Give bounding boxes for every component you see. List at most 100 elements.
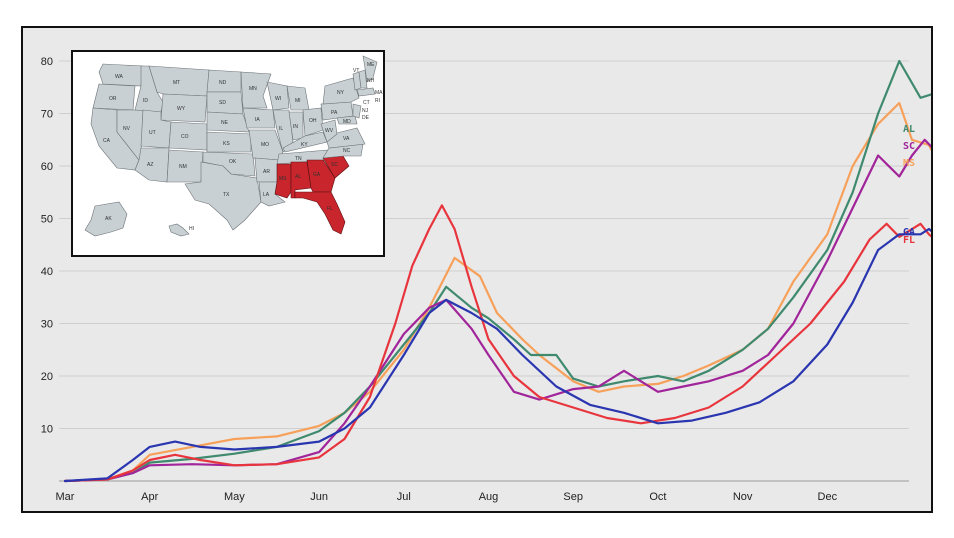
map-label-pa: PA bbox=[331, 110, 338, 116]
map-state-ma bbox=[356, 87, 376, 97]
map-state-ak bbox=[84, 201, 128, 237]
map-label-ms: MS bbox=[279, 176, 287, 182]
map-label-vt: VT bbox=[353, 68, 359, 74]
map-label-ne: NE bbox=[221, 120, 229, 126]
y-tick-label: 60 bbox=[41, 161, 53, 173]
map-label-la: LA bbox=[263, 192, 270, 198]
chart-frame: 10 20 30 40 50 60 70 80 Mar Apr May Jun Jul Aug Sep Oc… bbox=[21, 26, 933, 513]
x-tick-label: May bbox=[224, 491, 245, 503]
map-label-nv: NV bbox=[123, 126, 131, 132]
y-tick-label: 20 bbox=[41, 371, 53, 383]
map-state-wv bbox=[320, 119, 338, 143]
x-tick-label: Mar bbox=[56, 491, 75, 503]
map-label-in: IN bbox=[293, 124, 298, 130]
map-label-nd: ND bbox=[219, 80, 227, 86]
map-label-or: OR bbox=[109, 96, 117, 102]
map-state-hi bbox=[168, 223, 190, 237]
map-label-ok: OK bbox=[229, 159, 237, 165]
map-label-az: AZ bbox=[147, 162, 153, 168]
map-label-oh: OH bbox=[309, 118, 317, 124]
series-lines bbox=[63, 59, 931, 483]
x-tick-label: Jul bbox=[397, 491, 411, 503]
map-state-me bbox=[362, 55, 378, 83]
map-label-wv: WV bbox=[325, 128, 334, 134]
series-line-fl bbox=[63, 204, 931, 483]
map-label-mi: MI bbox=[295, 98, 301, 104]
x-tick-label: Aug bbox=[479, 491, 499, 503]
map-label-ks: KS bbox=[223, 141, 230, 147]
map-state-fl bbox=[294, 191, 346, 235]
map-state-ia bbox=[242, 107, 276, 129]
x-tick-label: Apr bbox=[141, 491, 158, 503]
x-tick-label: Nov bbox=[733, 491, 753, 503]
map-label-nc: NC bbox=[343, 148, 351, 154]
map-state-ny bbox=[322, 77, 360, 105]
map-label-mt: MT bbox=[173, 80, 180, 86]
y-tick-label: 10 bbox=[41, 424, 53, 436]
map-state-ne bbox=[206, 111, 250, 133]
series-line-al bbox=[63, 59, 931, 483]
map-label-sc: SC bbox=[331, 162, 338, 168]
map-label-ri: RI bbox=[375, 98, 380, 104]
map-label-co: CO bbox=[181, 134, 189, 140]
x-tick-label: Dec bbox=[818, 491, 838, 503]
map-label-mn: MN bbox=[249, 86, 257, 92]
map-state-wy bbox=[160, 93, 208, 123]
map-state-wi bbox=[266, 81, 290, 111]
map-label-ut: UT bbox=[149, 130, 156, 136]
map-label-ny: NY bbox=[337, 90, 345, 96]
x-tick-label: Jun bbox=[310, 491, 328, 503]
map-label-ga: GA bbox=[313, 172, 321, 178]
map-state-ky bbox=[282, 131, 328, 153]
map-label-me: ME bbox=[367, 62, 375, 68]
map-label-id: ID bbox=[143, 98, 148, 104]
y-tick-label: 80 bbox=[41, 56, 53, 68]
x-tick-label: Sep bbox=[563, 491, 583, 503]
us-map-inset: WA OR CA NV ID MT WY UT AZ CO NM ND SD N… bbox=[71, 50, 385, 257]
map-label-al: AL bbox=[295, 174, 301, 180]
map-label-il: IL bbox=[279, 126, 283, 132]
map-label-sd: SD bbox=[219, 100, 226, 106]
x-tick-label: Oct bbox=[649, 491, 666, 503]
map-label-fl: FL bbox=[327, 206, 333, 212]
map-label-ma: MA bbox=[375, 90, 383, 96]
map-state-md bbox=[336, 115, 358, 125]
y-tick-label: 30 bbox=[41, 319, 53, 331]
x-axis: Mar Apr May Jun Jul Aug Sep Oct Nov Dec bbox=[56, 491, 838, 503]
map-label-wy: WY bbox=[177, 106, 186, 112]
y-axis: 10 20 30 40 50 60 70 80 bbox=[41, 56, 53, 436]
map-label-nj: NJ bbox=[362, 108, 369, 114]
map-label-nm: NM bbox=[179, 164, 187, 170]
map-state-tx bbox=[184, 161, 262, 231]
map-label-tn: TN bbox=[295, 156, 302, 162]
map-label-ct: CT bbox=[363, 100, 370, 106]
y-tick-label: 50 bbox=[41, 214, 53, 226]
map-label-ia: IA bbox=[255, 117, 260, 123]
series-label-ga: GA bbox=[903, 227, 915, 238]
map-label-de: DE bbox=[362, 115, 370, 121]
map-state-nj bbox=[352, 103, 362, 119]
series-label-al: AL bbox=[903, 124, 915, 135]
series-label-fl: FL bbox=[903, 235, 915, 246]
map-state-nh bbox=[358, 69, 368, 89]
map-state-mn bbox=[240, 71, 272, 109]
map-state-labels: WA OR CA NV ID MT WY UT AZ CO NM ND SD N… bbox=[103, 62, 383, 232]
series-line-ga bbox=[63, 227, 931, 483]
us-map: WA OR CA NV ID MT WY UT AZ CO NM ND SD N… bbox=[84, 55, 383, 237]
map-label-hi: HI bbox=[189, 226, 194, 232]
map-label-tx: TX bbox=[223, 192, 230, 198]
map-state-va bbox=[324, 127, 366, 149]
map-label-md: MD bbox=[343, 119, 351, 125]
map-label-ky: KY bbox=[301, 142, 308, 148]
map-label-wa: WA bbox=[115, 74, 124, 80]
map-state-ks bbox=[206, 131, 252, 153]
map-label-mo: MO bbox=[261, 142, 269, 148]
y-tick-label: 40 bbox=[41, 266, 53, 278]
map-label-nh: NH bbox=[367, 78, 375, 84]
map-label-ak: AK bbox=[105, 216, 112, 222]
series-label-ms: MS bbox=[903, 158, 915, 169]
series-label-sc: SC bbox=[903, 141, 915, 152]
map-label-va: VA bbox=[343, 136, 350, 142]
y-tick-label: 70 bbox=[41, 109, 53, 121]
